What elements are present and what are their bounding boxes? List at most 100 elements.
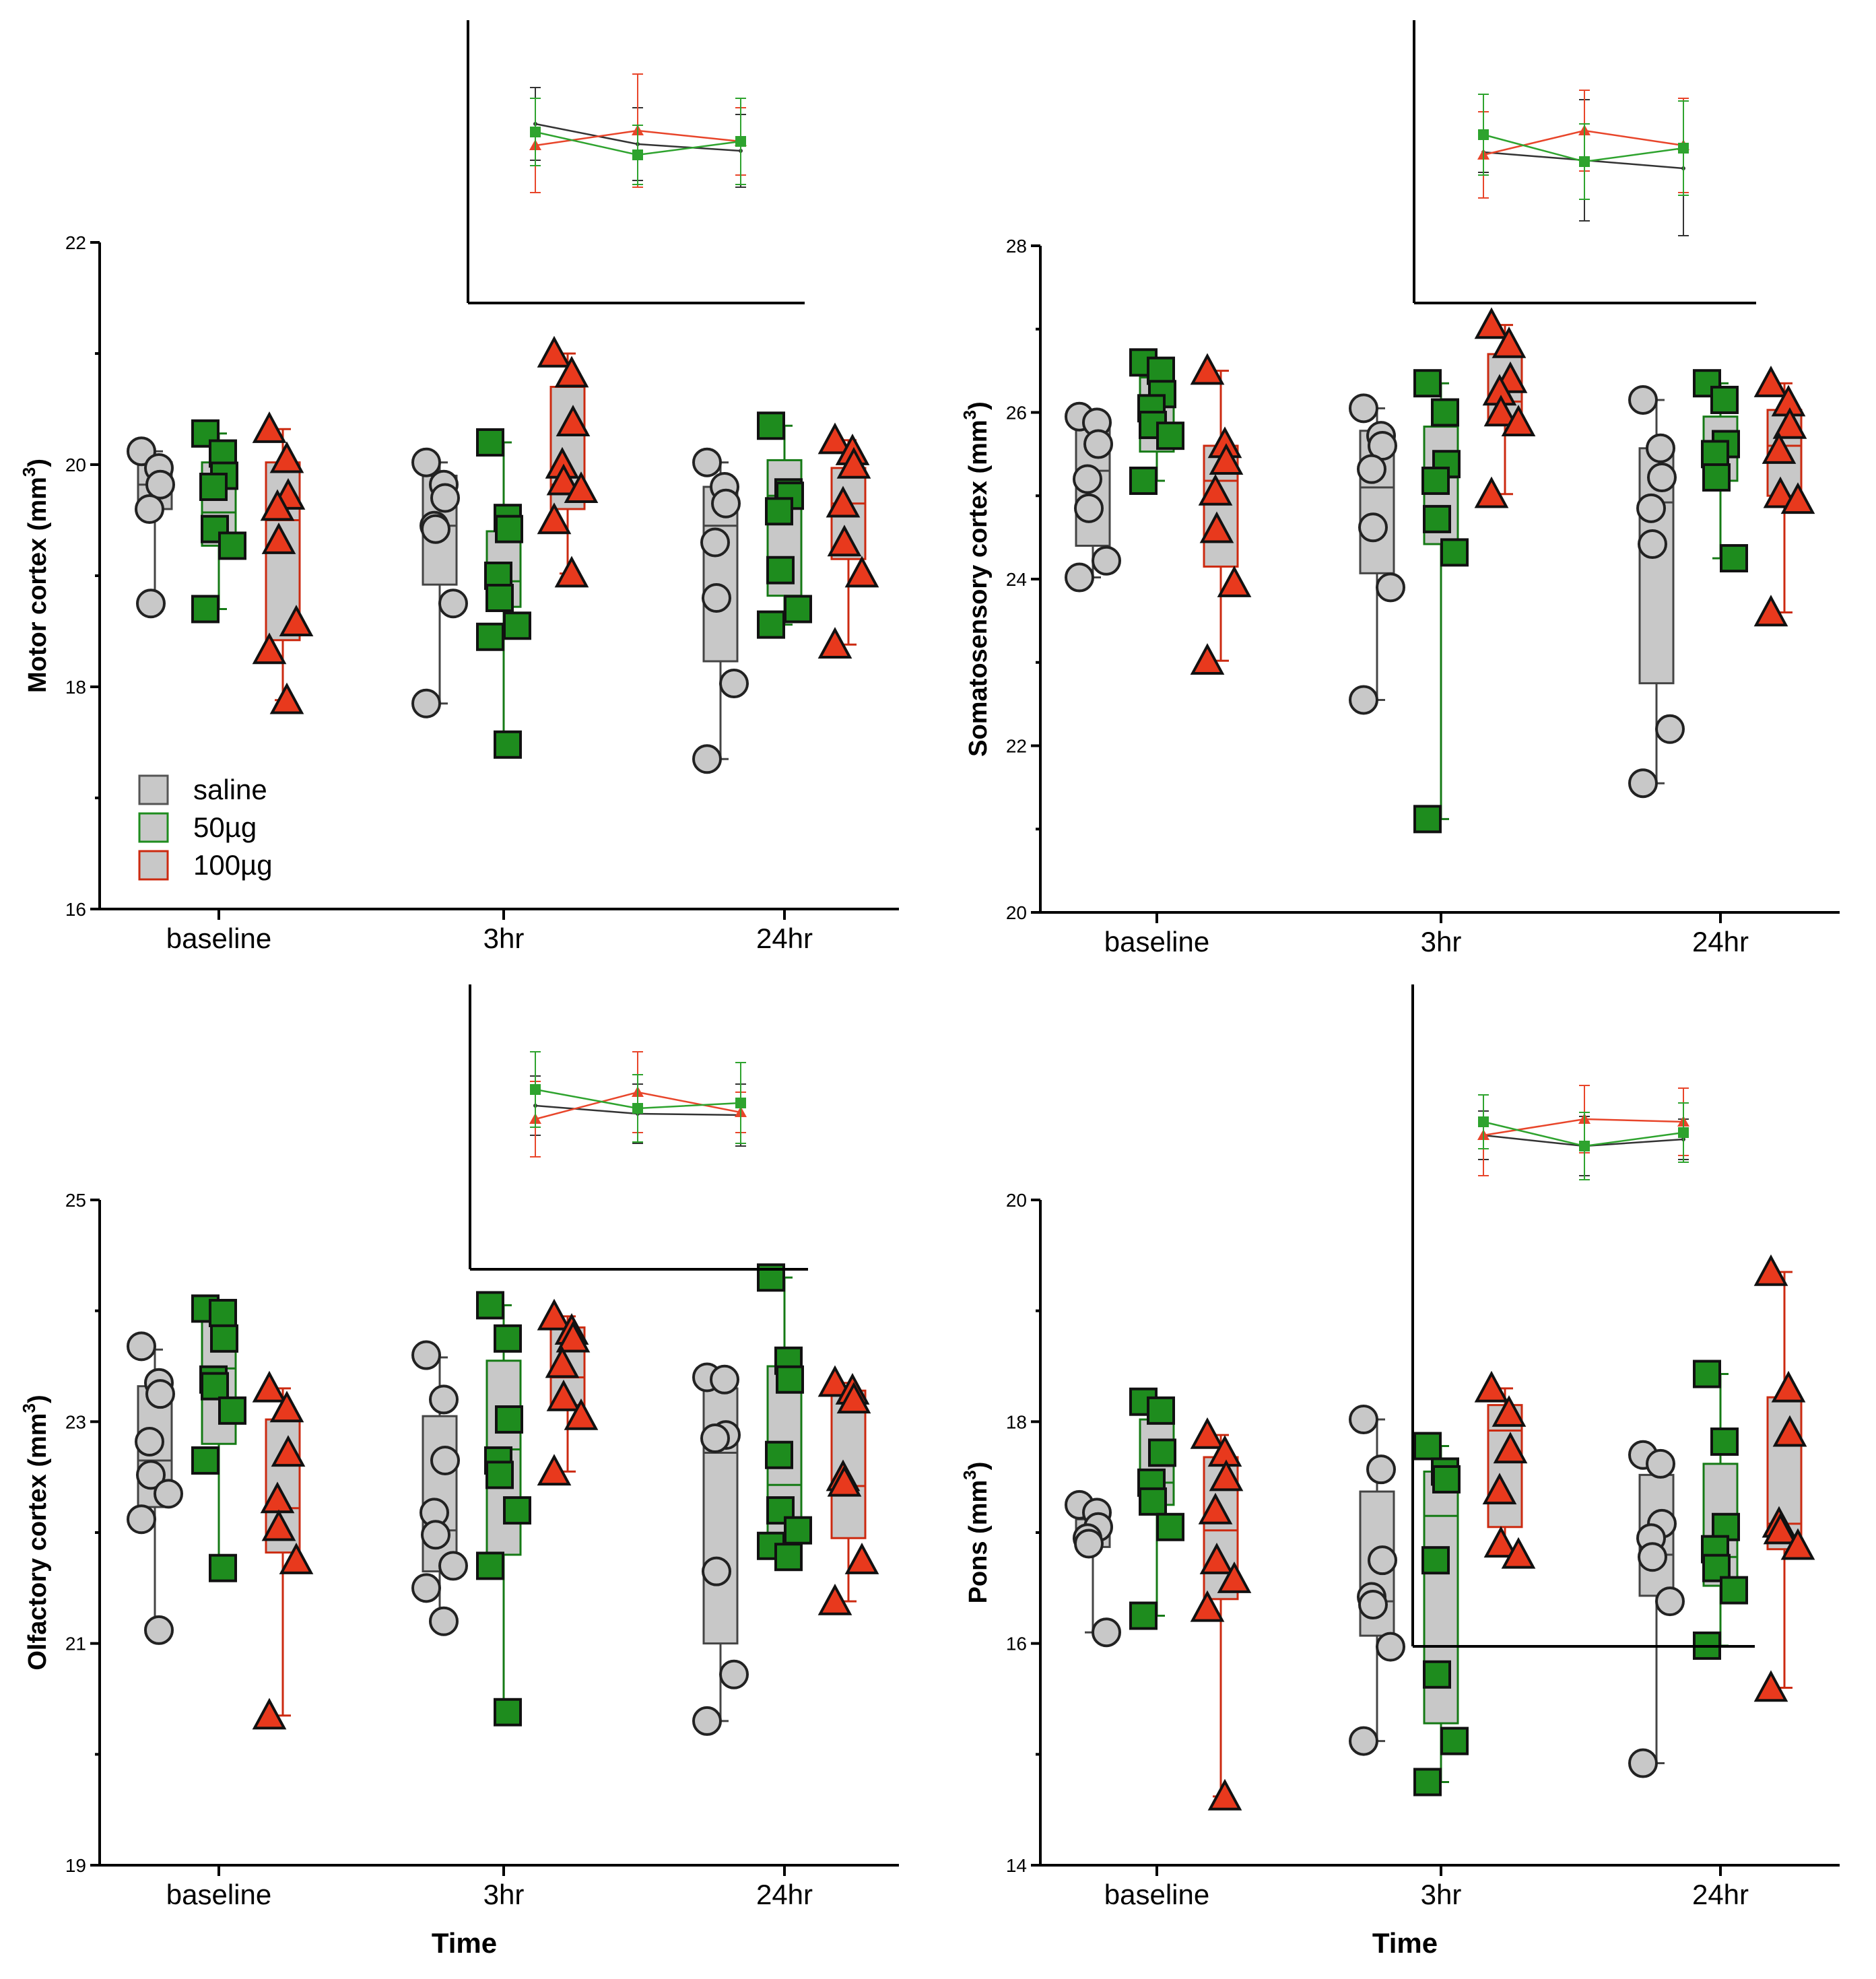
legend-label-saline: saline bbox=[193, 774, 267, 805]
data-point-100ug bbox=[1483, 395, 1518, 427]
data-point-saline bbox=[710, 1364, 739, 1395]
data-point-50ug bbox=[1440, 538, 1469, 567]
data-point-100ug bbox=[269, 441, 304, 473]
panel-motor-cortex: 16 18 20 22 baseline 3hr 24hr Motor cortex (mm3… bbox=[19, 20, 899, 954]
data-point-saline bbox=[411, 1573, 441, 1603]
data-point-saline bbox=[702, 1556, 731, 1586]
data-point-saline bbox=[1349, 1726, 1378, 1756]
box-group-saline-3hr bbox=[411, 447, 468, 718]
x-tick-label: 24hr bbox=[756, 923, 813, 954]
panel-somatosensory-cortex: 20 22 24 26 28 baseline 3hr 24hr Somatosensory c… bbox=[960, 20, 1840, 958]
data-point-saline bbox=[1638, 529, 1667, 560]
y-axis-label: Olfactory cortex (mm3) bbox=[19, 1395, 52, 1670]
x-axis-title: Time bbox=[1372, 1927, 1438, 1959]
inset-point-50ug bbox=[1579, 156, 1590, 167]
inset-point-50ug bbox=[735, 136, 746, 147]
x-axis-title: Time bbox=[432, 1927, 497, 1959]
data-point-saline bbox=[135, 1426, 164, 1456]
data-point-50ug bbox=[765, 1440, 793, 1469]
legend: saline 50µg 100µg bbox=[138, 774, 273, 881]
y-tick-label: 26 bbox=[1006, 403, 1027, 424]
data-point-50ug bbox=[503, 611, 531, 640]
data-point-100ug bbox=[271, 1435, 306, 1467]
data-point-100ug bbox=[1483, 1526, 1518, 1558]
data-point-100ug bbox=[537, 335, 572, 368]
y-tick-label: 14 bbox=[1006, 1855, 1027, 1876]
data-point-100ug bbox=[1474, 307, 1509, 339]
data-point-100ug bbox=[1762, 432, 1797, 464]
data-point-50ug bbox=[765, 497, 793, 526]
data-point-100ug bbox=[1209, 1459, 1244, 1491]
y-axis-label-sup: 3 bbox=[960, 1470, 980, 1479]
data-point-100ug bbox=[1763, 1512, 1798, 1545]
y-tick-label: 28 bbox=[1006, 236, 1027, 257]
data-point-100ug bbox=[844, 556, 879, 588]
data-point-100ug bbox=[827, 1465, 862, 1497]
y-tick-label: 16 bbox=[65, 899, 86, 920]
data-point-50ug bbox=[191, 595, 220, 624]
data-point-100ug bbox=[817, 627, 852, 659]
data-point-100ug bbox=[545, 1346, 580, 1378]
x-tick-label: baseline bbox=[166, 1879, 271, 1910]
box-group-50ug-24hr bbox=[1693, 1360, 1748, 1660]
data-point-100ug bbox=[537, 1298, 572, 1331]
data-point-100ug bbox=[260, 489, 295, 521]
data-point-100ug bbox=[1190, 353, 1225, 385]
data-point-saline bbox=[1628, 1748, 1658, 1778]
data-point-saline bbox=[411, 688, 441, 718]
data-point-100ug bbox=[554, 556, 589, 588]
panel-olfactory-cortex: 19 21 23 25 baseline 3hr 24hr Olfactory cortex … bbox=[19, 984, 899, 1959]
data-point-100ug bbox=[1190, 1590, 1225, 1622]
data-point-50ug bbox=[766, 556, 795, 584]
data-point-100ug bbox=[1753, 1254, 1788, 1286]
inset-plot bbox=[467, 20, 805, 304]
y-tick-label: 22 bbox=[1006, 736, 1027, 757]
data-point-saline bbox=[1638, 1542, 1667, 1572]
data-point-100ug bbox=[556, 405, 591, 436]
data-point-saline bbox=[1646, 433, 1675, 463]
box-group-50ug-3hr bbox=[1413, 369, 1469, 834]
data-point-50ug bbox=[209, 1553, 237, 1582]
data-point-100ug bbox=[1772, 407, 1807, 439]
box-group-100ug-baseline bbox=[252, 411, 314, 714]
data-point-100ug bbox=[564, 471, 599, 503]
data-point-100ug bbox=[1474, 476, 1509, 508]
data-point-saline bbox=[429, 1384, 459, 1415]
data-point-saline bbox=[1628, 384, 1658, 415]
data-point-50ug bbox=[503, 1496, 531, 1525]
data-point-50ug bbox=[1147, 1396, 1175, 1425]
data-point-50ug bbox=[494, 1698, 522, 1726]
y-tick-label: 21 bbox=[65, 1634, 86, 1654]
data-point-saline bbox=[692, 447, 722, 477]
y-tick-label: 23 bbox=[65, 1411, 86, 1432]
data-point-100ug bbox=[826, 485, 861, 518]
data-point-100ug bbox=[1753, 595, 1788, 627]
legend-swatch-100ug bbox=[138, 850, 169, 881]
data-point-saline bbox=[1092, 545, 1121, 576]
data-point-saline bbox=[438, 1551, 468, 1581]
data-point-saline bbox=[711, 488, 741, 518]
data-point-100ug bbox=[1501, 405, 1536, 437]
data-point-50ug bbox=[1156, 1512, 1184, 1541]
y-axis-label-close: ) bbox=[24, 459, 52, 467]
data-point-50ug bbox=[476, 428, 504, 457]
box-group-50ug-3hr bbox=[476, 1291, 531, 1726]
box-group-100ug-baseline bbox=[1190, 1417, 1252, 1811]
data-point-50ug bbox=[784, 1516, 812, 1545]
x-tick-label: baseline bbox=[1104, 926, 1209, 958]
data-point-50ug bbox=[1440, 1726, 1469, 1755]
y-axis-label-close: ) bbox=[24, 1395, 52, 1403]
data-point-saline bbox=[1376, 572, 1405, 603]
data-point-saline bbox=[1073, 464, 1102, 494]
data-point-100ug bbox=[1780, 1528, 1815, 1560]
y-axis-label-sup: 3 bbox=[19, 467, 39, 477]
data-point-100ug bbox=[537, 502, 572, 535]
data-point-50ug bbox=[1139, 1487, 1167, 1516]
box-group-saline-baseline bbox=[127, 436, 175, 619]
box-group-100ug-24hr bbox=[817, 1365, 879, 1615]
data-point-100ug bbox=[252, 411, 287, 443]
data-point-50ug bbox=[1148, 1438, 1176, 1467]
data-point-100ug bbox=[1492, 326, 1527, 358]
box-group-saline-3hr bbox=[1349, 1405, 1405, 1756]
data-point-50ug bbox=[1413, 369, 1442, 398]
